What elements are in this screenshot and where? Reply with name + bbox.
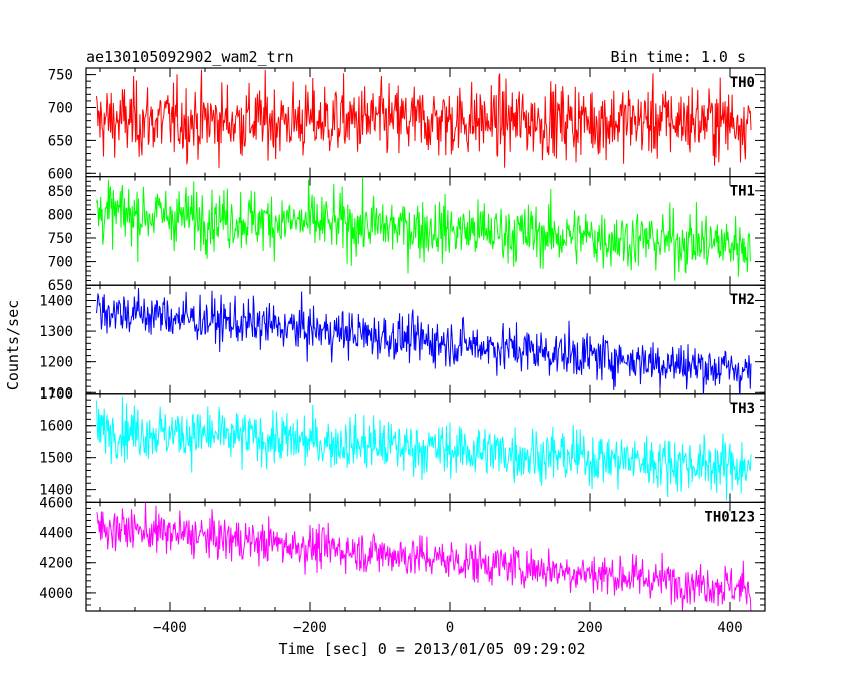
series-line-th2 bbox=[96, 288, 752, 394]
x-axis-label: Time [sec] 0 = 2013/01/05 09:29:02 bbox=[278, 640, 585, 658]
y-tick-label: 700 bbox=[48, 255, 73, 271]
x-tick-label: 200 bbox=[577, 620, 602, 636]
y-tick-label: 4200 bbox=[39, 556, 73, 572]
y-tick-label: 650 bbox=[48, 278, 73, 294]
y-tick-label: 1400 bbox=[39, 293, 73, 309]
panel-label: TH3 bbox=[730, 401, 755, 417]
y-tick-label: 4600 bbox=[39, 495, 73, 511]
y-tick-label: 1700 bbox=[39, 387, 73, 403]
series-line-th0123 bbox=[96, 502, 752, 611]
series-line-th0 bbox=[96, 69, 752, 168]
y-tick-label: 1100 bbox=[39, 385, 73, 401]
y-tick-label: 1600 bbox=[39, 419, 73, 435]
series-line-th1 bbox=[96, 177, 752, 281]
y-tick-label: 4000 bbox=[39, 586, 73, 602]
x-axis: −400 −200 0 200 400 bbox=[153, 620, 743, 636]
y-tick-label: 1500 bbox=[39, 451, 73, 467]
panel-label: TH1 bbox=[730, 184, 755, 200]
panel-label: TH0123 bbox=[704, 509, 755, 525]
x-tick-label: 400 bbox=[717, 620, 742, 636]
panel-th0: 600 650 700 750 TH0 bbox=[48, 67, 766, 182]
y-tick-label: 650 bbox=[48, 133, 73, 149]
y-tick-label: 4400 bbox=[39, 526, 73, 542]
y-axis-label: Counts/sec bbox=[4, 300, 22, 390]
panel-label: TH2 bbox=[730, 292, 755, 308]
panel-th2: 1100 1200 1300 1400 TH2 bbox=[39, 284, 766, 401]
y-tick-label: 800 bbox=[48, 207, 73, 223]
y-tick-label: 600 bbox=[48, 166, 73, 182]
chart-title: ae130105092902_wam2_trn bbox=[86, 48, 294, 66]
panel-label: TH0 bbox=[730, 75, 755, 91]
y-tick-label: 1300 bbox=[39, 324, 73, 340]
y-tick-label: 750 bbox=[48, 68, 73, 84]
series-line-th3 bbox=[96, 396, 752, 501]
y-tick-label: 700 bbox=[48, 100, 73, 116]
y-tick-label: 1400 bbox=[39, 483, 73, 499]
y-tick-label: 850 bbox=[48, 184, 73, 200]
y-tick-label: 750 bbox=[48, 231, 73, 247]
panel-th3: 1400 1500 1600 1700 TH3 bbox=[39, 387, 766, 503]
bin-time-label: Bin time: 1.0 s bbox=[611, 48, 746, 66]
x-tick-label: −400 bbox=[153, 620, 187, 636]
panel-frame bbox=[85, 501, 766, 612]
x-tick-label: −200 bbox=[293, 620, 327, 636]
panel-th0123: 4000 4200 4400 4600 TH0123 bbox=[39, 495, 766, 612]
panel-th1: 650 700 750 800 850 TH1 bbox=[48, 176, 766, 294]
y-tick-label: 1200 bbox=[39, 355, 73, 371]
panels-group: 600 650 700 750 TH0 650 700 750 800 850 TH1 1100 120… bbox=[39, 67, 766, 612]
x-tick-label: 0 bbox=[446, 620, 454, 636]
